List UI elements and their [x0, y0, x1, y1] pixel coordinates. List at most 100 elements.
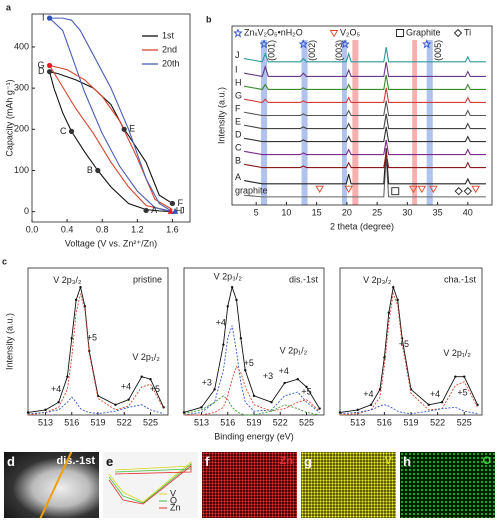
state-point	[68, 128, 75, 134]
data-point	[66, 375, 69, 378]
marker-star	[422, 39, 432, 49]
y-axis-label: Intensity (a.u.)	[216, 87, 226, 144]
peak-annotation: +4	[51, 384, 61, 394]
series-line	[339, 291, 478, 416]
peak-annotation: +4	[121, 381, 131, 391]
data-point	[270, 401, 273, 404]
x-tick-label: 519	[246, 417, 261, 427]
marker-triangle	[471, 185, 480, 194]
panel-label: e	[106, 454, 114, 469]
y-tick-label: 100	[14, 165, 29, 175]
x-tick-label: 10	[281, 207, 291, 217]
marker-star	[233, 28, 243, 38]
x-tick-label: 5	[254, 207, 259, 217]
trace-label: A	[235, 172, 241, 182]
series-line	[243, 113, 486, 130]
trace-label: D	[235, 130, 242, 140]
x-tick-label: 20	[342, 207, 352, 217]
series-line	[27, 396, 164, 415]
x-tick-label: 513	[194, 417, 209, 427]
peak-annotation: V 2p₃/₂	[214, 271, 243, 281]
trace-label: H	[235, 78, 242, 88]
peak-label: (005)	[433, 40, 443, 61]
peak-label: (003)	[334, 40, 344, 61]
x-tick-label: 0.8	[96, 224, 109, 234]
point-label: J	[180, 205, 185, 215]
image-label: Zn	[279, 455, 293, 467]
trace-label: I	[235, 65, 238, 75]
marker-triangle	[409, 185, 418, 194]
data-point	[454, 375, 457, 378]
y-axis-label: Capacity (mAh g⁻¹)	[4, 79, 14, 156]
marker-triangle	[315, 185, 324, 194]
scan-trace	[108, 461, 192, 503]
data-point	[182, 411, 186, 414]
peak-annotation: +3	[263, 371, 273, 381]
data-point	[222, 343, 225, 346]
state-point	[95, 167, 101, 174]
panel-label: a	[6, 2, 12, 12]
data-point	[396, 298, 399, 302]
state-point	[121, 126, 127, 132]
peak-annotation: +4	[430, 389, 440, 399]
marker-diamond	[453, 28, 463, 38]
peak-annotation: +4	[279, 366, 289, 376]
marker-star	[298, 39, 308, 49]
x-tick-label: 513	[350, 417, 365, 427]
panel-label: h	[403, 454, 411, 469]
marker-triangle	[417, 185, 427, 194]
y-tick-label: 400	[14, 41, 29, 51]
highlight-band	[352, 40, 359, 205]
point-label: A	[151, 205, 157, 215]
peak-annotation: +5	[244, 358, 254, 368]
trace-label: graphite	[235, 186, 268, 196]
point-label: F	[177, 198, 183, 208]
legend-label: Zn	[170, 502, 181, 512]
data-point	[239, 337, 243, 340]
highlight-band	[342, 40, 347, 205]
highlight-band	[426, 40, 433, 205]
peak-annotation: +3	[202, 377, 212, 387]
marker-diamond	[463, 187, 472, 196]
legend-label: V	[170, 488, 176, 498]
peak-annotation: V 2p₃/₂	[363, 275, 392, 285]
point-label: B	[87, 165, 93, 175]
x-tick-label: 30	[402, 207, 412, 217]
peak-annotation: +5	[301, 386, 311, 396]
legend-label: Ti	[464, 27, 471, 37]
data-point	[283, 381, 286, 385]
series-line	[48, 70, 173, 213]
scan-trace	[108, 465, 192, 505]
y-tick-label: 200	[14, 124, 29, 134]
scan-trace	[108, 463, 192, 504]
data-point	[427, 403, 430, 406]
plot-frame	[31, 13, 191, 223]
peak-annotation: +5	[457, 388, 467, 398]
x-tick-label: 1.6	[166, 224, 179, 234]
data-point	[252, 394, 256, 398]
marker-triangle	[429, 185, 438, 194]
data-point	[114, 403, 117, 406]
highlight-band	[301, 40, 308, 205]
image-label: dis.-1st	[56, 455, 95, 467]
data-point	[70, 337, 73, 340]
x-tick-label: 516	[377, 417, 392, 427]
series-line	[243, 100, 486, 117]
series-line	[183, 395, 320, 416]
plot-frame	[231, 25, 493, 206]
trace-label: E	[235, 117, 241, 127]
series-line	[243, 139, 486, 156]
data-point	[318, 407, 321, 410]
subplot-title: pristine	[133, 274, 162, 284]
state-point	[167, 207, 174, 214]
data-point	[226, 305, 229, 308]
state-point	[46, 15, 53, 21]
panel-label: g	[304, 454, 312, 469]
x-tick-label: 1.2	[131, 224, 144, 234]
point-label: E	[129, 124, 135, 134]
image-label: O	[482, 455, 491, 467]
